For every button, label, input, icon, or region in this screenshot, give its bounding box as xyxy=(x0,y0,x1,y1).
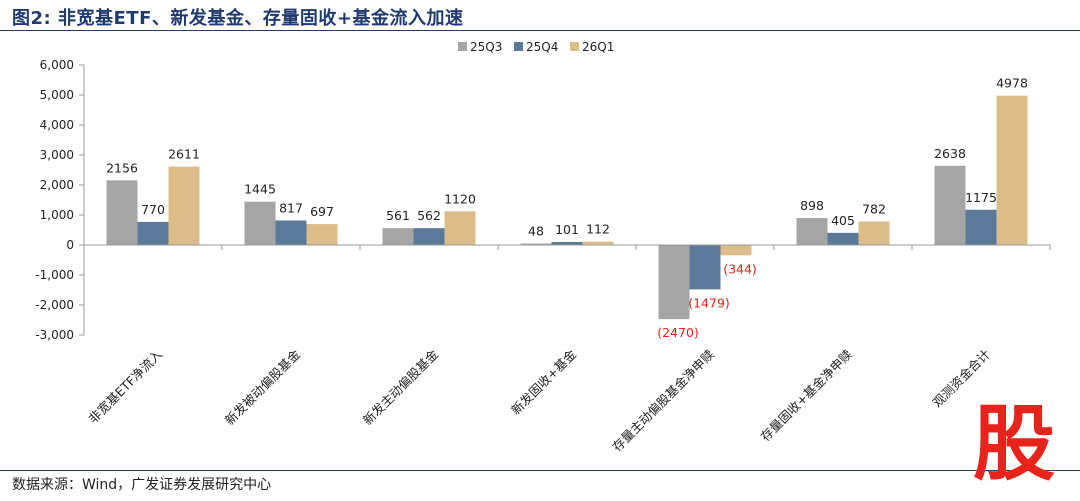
bar-26Q1 xyxy=(444,211,476,245)
legend-swatch-25Q3 xyxy=(458,42,467,51)
data-label: 48 xyxy=(528,224,544,239)
data-label: 1120 xyxy=(444,191,476,206)
bar-25Q4 xyxy=(137,221,169,245)
bar-25Q3 xyxy=(244,201,276,245)
data-label: 817 xyxy=(279,200,303,215)
bar-25Q3 xyxy=(520,243,552,245)
bar-25Q4 xyxy=(827,232,859,245)
data-label: 697 xyxy=(310,204,334,219)
bar-26Q1 xyxy=(720,245,752,256)
bar-chart: -3,000 -2,000 -1,000 0 1,000 2,000 3,000 4,000 5… xyxy=(35,40,1051,455)
data-label: 405 xyxy=(831,213,855,228)
x-category-label: 新发固收+基金 xyxy=(508,346,579,417)
y-tick-label: 4,000 xyxy=(40,118,74,132)
data-label: 4978 xyxy=(996,76,1028,91)
x-category-label: 存量主动偏股基金净申赎 xyxy=(609,347,717,455)
data-label: 782 xyxy=(862,202,886,217)
footer-rule xyxy=(0,470,1080,471)
bar-26Q1 xyxy=(996,95,1028,245)
x-category-label: 新发主动偏股基金 xyxy=(360,346,442,428)
y-tick-label: 2,000 xyxy=(40,178,74,192)
bar-25Q4 xyxy=(413,228,445,245)
source-note: 数据来源：Wind，广发证券发展研究中心 xyxy=(12,477,272,493)
y-tick-label: 0 xyxy=(66,238,74,252)
data-label: 112 xyxy=(586,222,610,237)
legend-label: 26Q1 xyxy=(582,40,614,54)
bar-25Q4 xyxy=(275,220,307,245)
y-tick-label: -3,000 xyxy=(35,328,74,342)
legend-label: 25Q4 xyxy=(526,40,558,54)
data-label: 101 xyxy=(555,222,579,237)
data-label: 1175 xyxy=(965,190,997,205)
bar-26Q1 xyxy=(168,166,200,245)
legend-label: 25Q3 xyxy=(470,40,502,54)
bar-25Q3 xyxy=(382,228,414,245)
bar-25Q4 xyxy=(689,245,721,290)
y-tick-label: 5,000 xyxy=(40,88,74,102)
y-tick-label: 3,000 xyxy=(40,148,74,162)
data-label: 898 xyxy=(800,198,824,213)
bar-26Q1 xyxy=(582,241,614,245)
data-label: 1445 xyxy=(244,182,276,197)
y-tick-label: -2,000 xyxy=(35,298,74,312)
title-rule xyxy=(0,30,1080,31)
bar-25Q3 xyxy=(106,180,138,245)
data-label: 2156 xyxy=(106,160,138,175)
data-label: 2611 xyxy=(168,147,200,162)
data-label: 770 xyxy=(141,202,165,217)
legend-swatch-26Q1 xyxy=(570,42,579,51)
x-category-label: 新发被动偏股基金 xyxy=(222,346,304,428)
data-label: (2470) xyxy=(657,325,699,340)
bar-26Q1 xyxy=(858,221,890,245)
bar-25Q4 xyxy=(551,241,583,245)
data-label: 561 xyxy=(386,208,410,223)
bar-25Q3 xyxy=(658,245,690,320)
bar-25Q3 xyxy=(934,165,966,245)
y-tick-label: 6,000 xyxy=(40,58,74,72)
bar-25Q4 xyxy=(965,209,997,245)
data-label: (1479) xyxy=(688,295,730,310)
figure-title: 图2: 非宽基ETF、新发基金、存量固收+基金流入加速 xyxy=(12,8,464,29)
y-tick-label: 1,000 xyxy=(40,208,74,222)
x-category-label: 非宽基ETF净流入 xyxy=(85,346,165,426)
bar-26Q1 xyxy=(306,224,338,245)
data-label: 562 xyxy=(417,208,441,223)
x-category-label: 存量固收+基金净申赎 xyxy=(758,347,856,445)
bar-25Q3 xyxy=(796,218,828,245)
y-tick-label: -1,000 xyxy=(35,268,74,282)
data-label: (344) xyxy=(723,261,757,276)
brand-logo: 股 xyxy=(972,397,1055,492)
data-label: 2638 xyxy=(934,146,966,161)
legend-swatch-25Q4 xyxy=(514,42,523,51)
